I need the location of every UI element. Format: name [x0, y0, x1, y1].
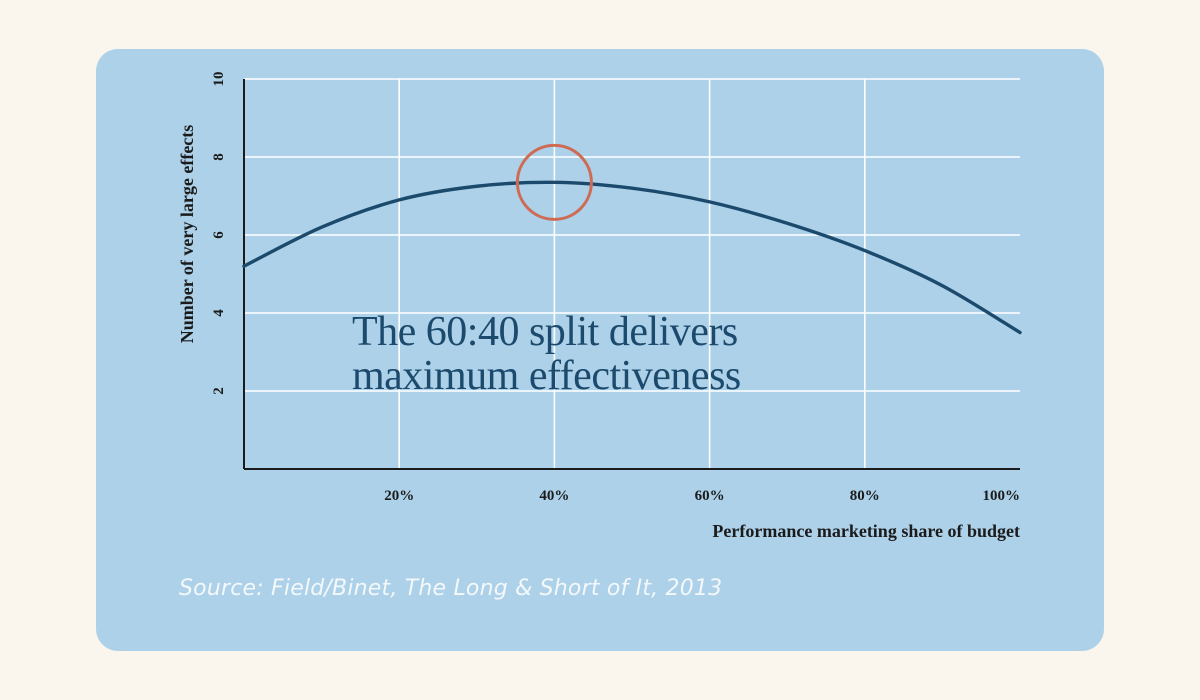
series-line [242, 180, 1022, 335]
chart-card: 2 4 6 8 10 20% 40% 60% 80% 100% The 60:40 split … [96, 49, 1104, 651]
line-chart: 2 4 6 8 10 20% 40% 60% 80% 100% The 60:40 split … [177, 72, 1022, 541]
x-tick-label: 100% [983, 488, 1021, 504]
x-tick-label: 40% [539, 488, 569, 504]
annotation-text: The 60:40 split delivers maximum effecti… [352, 309, 748, 399]
annotation-line-2: maximum effectiveness [352, 353, 741, 399]
x-tick-label: 80% [850, 488, 880, 504]
annotation-line-1: The 60:40 split delivers [352, 309, 738, 355]
series-layer [242, 143, 1022, 335]
y-tick-label: 10 [211, 72, 227, 87]
source-caption: Source: Field/Binet, The Long & Short of… [179, 576, 723, 601]
y-axis-label: Number of very large effects [177, 125, 197, 344]
grid [244, 78, 1020, 469]
peak-highlight-circle [515, 143, 593, 221]
axes [243, 79, 1020, 470]
y-tick-label: 8 [211, 153, 227, 161]
y-tick-label: 6 [211, 231, 227, 239]
y-tick-label: 4 [211, 309, 227, 317]
x-tick-label: 20% [384, 488, 414, 504]
x-axis-label: Performance marketing share of budget [712, 521, 1020, 541]
y-tick-label: 2 [211, 387, 227, 395]
x-tick-label: 60% [695, 488, 725, 504]
x-tick-labels: 20% 40% 60% 80% 100% [384, 488, 1020, 504]
y-tick-labels: 2 4 6 8 10 [211, 72, 227, 395]
